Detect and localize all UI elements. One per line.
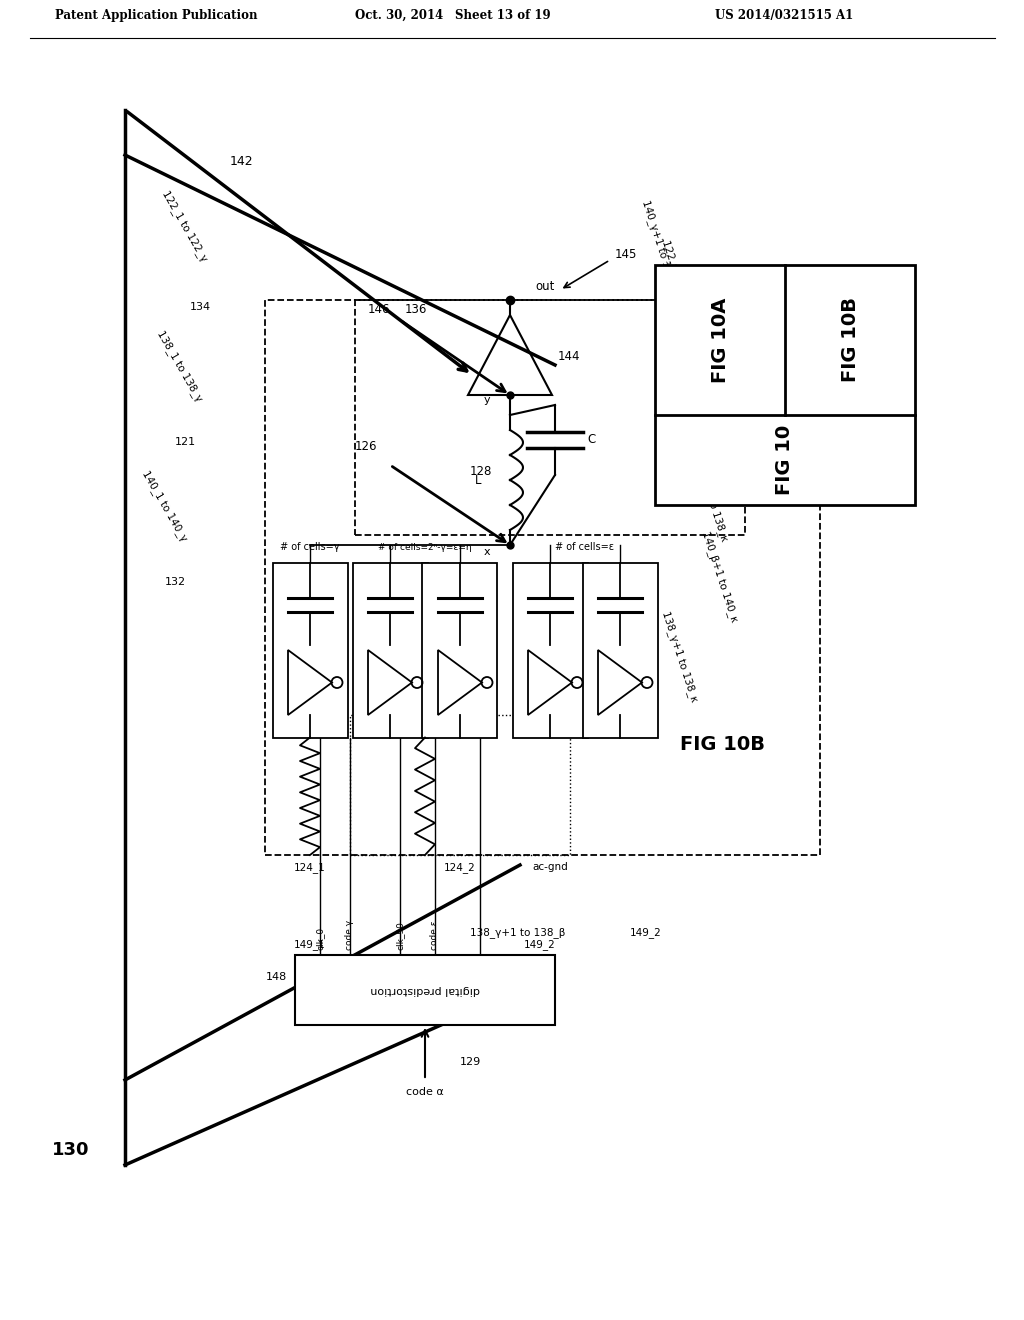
Text: 121: 121 <box>175 437 197 447</box>
Text: 149_2: 149_2 <box>630 927 662 939</box>
Bar <box>272 562 347 738</box>
Text: 138_1 to 138_γ: 138_1 to 138_γ <box>155 329 205 403</box>
Text: 126: 126 <box>355 440 378 453</box>
Text: L: L <box>475 474 481 487</box>
Bar <box>423 562 498 738</box>
Text: Patent Application Publication: Patent Application Publication <box>55 8 257 21</box>
Text: Oct. 30, 2014 Sheet 13 of 19: Oct. 30, 2014 Sheet 13 of 19 <box>355 8 551 21</box>
Text: 145: 145 <box>615 248 637 261</box>
Text: clk_90: clk_90 <box>395 921 404 950</box>
Bar <box>583 562 657 738</box>
Text: code α: code α <box>407 1086 443 1097</box>
Text: FIG 10A: FIG 10A <box>711 297 729 383</box>
Text: digital predistortion: digital predistortion <box>370 985 480 995</box>
Text: 146: 146 <box>368 304 390 315</box>
Text: 129: 129 <box>460 1057 481 1067</box>
Text: 124_2: 124_2 <box>444 862 476 873</box>
Text: 144: 144 <box>558 350 581 363</box>
Text: 124_1: 124_1 <box>294 862 326 873</box>
Text: 149_2: 149_2 <box>524 939 556 950</box>
Bar <box>350 715 570 855</box>
Text: x: x <box>483 546 490 557</box>
Text: 122_γ+1 to 122_β: 122_γ+1 to 122_β <box>660 239 699 333</box>
Bar <box>352 562 427 738</box>
Bar <box>355 300 745 535</box>
Text: 132: 132 <box>165 577 186 587</box>
Text: 128: 128 <box>470 465 493 478</box>
Text: 138_γ+1 to 138_κ: 138_γ+1 to 138_κ <box>660 610 699 704</box>
Text: 134: 134 <box>190 302 211 312</box>
Text: 140_β+1 to 140_κ: 140_β+1 to 140_κ <box>700 529 739 623</box>
Text: 140_β+1 to 140_κ: 140_β+1 to 140_κ <box>700 350 739 444</box>
Text: 122_β+1 to 122_κ: 122_β+1 to 122_κ <box>680 298 720 393</box>
Text: 130: 130 <box>52 1140 89 1159</box>
Text: # of cells=2ⁿ-γ=ε=η: # of cells=2ⁿ-γ=ε=η <box>378 544 472 553</box>
Text: 138_β+1 to 138_κ: 138_β+1 to 138_κ <box>690 449 730 543</box>
Bar <box>265 300 820 855</box>
Text: FIG 10: FIG 10 <box>775 425 795 495</box>
Bar <box>512 562 588 738</box>
Text: 140_1 to 140_γ: 140_1 to 140_γ <box>140 469 189 543</box>
Text: US 2014/0321515 A1: US 2014/0321515 A1 <box>715 8 853 21</box>
Text: FIG 10B: FIG 10B <box>680 735 765 754</box>
Text: FIG 10B: FIG 10B <box>841 297 859 383</box>
Text: code ε: code ε <box>430 920 439 950</box>
Text: y: y <box>483 395 490 405</box>
Bar <box>655 265 915 506</box>
Bar <box>295 954 555 1026</box>
Text: 142: 142 <box>230 154 254 168</box>
Text: 136: 136 <box>406 304 427 315</box>
Text: 148: 148 <box>266 972 287 982</box>
Text: 138_γ+1 to 138_β: 138_γ+1 to 138_β <box>470 927 565 939</box>
Text: C: C <box>587 433 595 446</box>
Text: # of cells=γ: # of cells=γ <box>281 543 340 553</box>
Text: # of cells=ε: # of cells=ε <box>555 543 614 553</box>
Text: 140_γ+1 to 140_β: 140_γ+1 to 140_β <box>640 199 680 293</box>
Text: out: out <box>535 280 554 293</box>
Text: 122_1 to 122_γ: 122_1 to 122_γ <box>160 187 210 263</box>
Text: ac-gnd: ac-gnd <box>532 862 568 873</box>
Text: clk_0: clk_0 <box>315 927 325 950</box>
Text: 149_1: 149_1 <box>294 939 326 950</box>
Text: code γ: code γ <box>345 920 354 950</box>
